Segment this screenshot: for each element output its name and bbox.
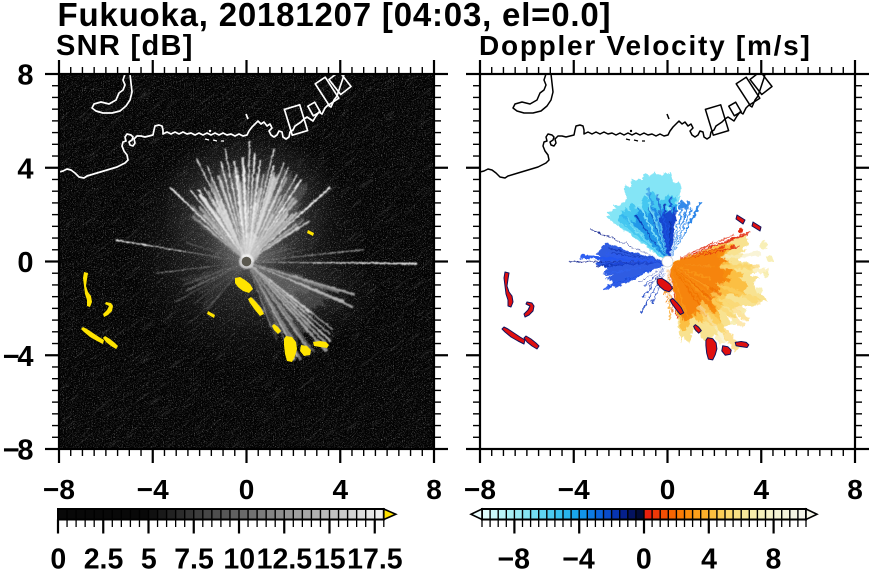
svg-text:7.5: 7.5 [174,543,214,570]
svg-text:0: 0 [636,543,652,570]
svg-text:5: 5 [141,543,157,570]
svg-text:−8: −8 [3,435,33,467]
svg-text:SNR [dB]: SNR [dB] [56,30,194,62]
svg-text:−8: −8 [43,474,75,505]
svg-text:−4: −4 [562,543,595,570]
svg-text:−4: −4 [137,474,169,505]
svg-text:8: 8 [765,543,781,570]
svg-text:17.5: 17.5 [347,543,403,570]
svg-text:2.5: 2.5 [84,543,124,570]
svg-text:−8: −8 [464,474,496,505]
svg-text:10: 10 [223,543,255,570]
svg-text:8: 8 [17,60,33,92]
svg-text:−8: −8 [497,543,530,570]
svg-text:Fukuoka, 20181207 [04:03, el=0: Fukuoka, 20181207 [04:03, el=0.0] [58,0,612,33]
svg-text:0: 0 [50,543,66,570]
svg-text:0: 0 [239,474,255,505]
svg-text:0: 0 [660,474,676,505]
svg-text:8: 8 [847,474,863,505]
svg-text:Doppler Velocity [m/s]: Doppler Velocity [m/s] [479,30,812,61]
svg-text:4: 4 [332,474,348,505]
svg-text:0: 0 [17,247,32,279]
svg-text:−4: −4 [558,474,590,505]
svg-text:4: 4 [753,474,769,505]
svg-text:4: 4 [701,543,717,570]
svg-text:−4: −4 [3,341,33,373]
svg-text:15: 15 [314,543,346,570]
svg-text:8: 8 [426,474,442,505]
svg-text:4: 4 [17,153,33,185]
svg-text:12.5: 12.5 [257,543,313,570]
